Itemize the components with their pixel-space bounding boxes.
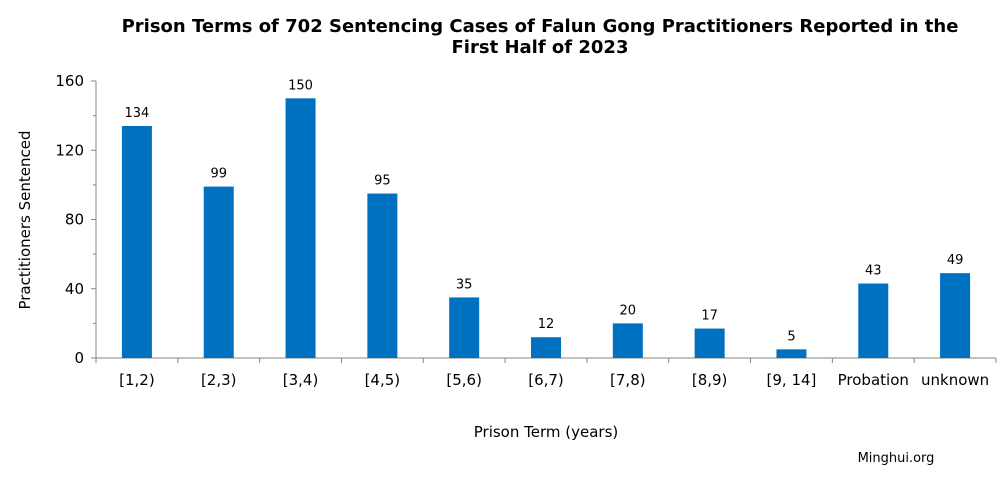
x-tick-label: [9, 14] bbox=[767, 371, 817, 389]
x-axis-title: Prison Term (years) bbox=[474, 423, 619, 441]
bar bbox=[449, 297, 480, 358]
x-tick-label: Probation bbox=[838, 371, 909, 389]
y-tick-label: 80 bbox=[65, 211, 84, 229]
x-tick-label: [5,6) bbox=[446, 371, 482, 389]
data-label: 99 bbox=[210, 167, 227, 182]
data-label: 12 bbox=[538, 317, 555, 332]
data-labels: 134 99 150 95 35 12 20 17 5 43 49 bbox=[124, 78, 963, 344]
x-tick-label: unknown bbox=[921, 371, 989, 389]
chart-title: Prison Terms of 702 Sentencing Cases of … bbox=[80, 16, 1000, 58]
source-label: Minghui.org bbox=[858, 451, 935, 466]
data-label: 134 bbox=[124, 106, 149, 121]
x-tick-label: [7,8) bbox=[610, 371, 646, 389]
bar bbox=[940, 273, 971, 358]
data-label: 35 bbox=[456, 277, 473, 292]
x-tick-label: [1,2) bbox=[119, 371, 155, 389]
bar bbox=[203, 186, 234, 358]
data-label: 150 bbox=[288, 78, 313, 93]
chart-title-line-1: Prison Terms of 702 Sentencing Cases of … bbox=[121, 16, 959, 37]
x-tick-label: [3,4) bbox=[283, 371, 319, 389]
data-label: 20 bbox=[620, 303, 637, 318]
data-label: 43 bbox=[865, 264, 882, 279]
data-label: 5 bbox=[787, 329, 795, 344]
bar bbox=[121, 126, 152, 358]
y-axis: 0 40 80 120 160 bbox=[55, 72, 97, 367]
bar bbox=[858, 283, 889, 358]
bar bbox=[776, 349, 807, 358]
x-tick-label: [4,5) bbox=[365, 371, 401, 389]
bar bbox=[285, 98, 316, 358]
bars bbox=[121, 98, 971, 358]
y-tick-label: 40 bbox=[65, 280, 84, 298]
bar bbox=[531, 337, 561, 358]
x-tick-label: [6,7) bbox=[528, 371, 564, 389]
bar bbox=[612, 323, 643, 358]
data-label: 17 bbox=[701, 309, 718, 324]
bar bbox=[694, 328, 725, 358]
y-axis-title: Practitioners Sentenced bbox=[16, 130, 34, 309]
y-tick-label: 160 bbox=[55, 72, 84, 90]
data-label: 49 bbox=[947, 253, 964, 268]
chart-title-line-2: First Half of 2023 bbox=[451, 37, 629, 58]
y-tick-label: 0 bbox=[74, 349, 84, 367]
y-tick-label: 120 bbox=[55, 141, 84, 159]
x-axis: [1,2) [2,3) [3,4) [4,5) [5,6) [6,7) [7,8) [8,9)… bbox=[95, 357, 997, 389]
bar bbox=[367, 193, 398, 358]
x-tick-label: [8,9) bbox=[692, 371, 728, 389]
x-tick-label: [2,3) bbox=[201, 371, 237, 389]
data-label: 95 bbox=[374, 174, 391, 189]
